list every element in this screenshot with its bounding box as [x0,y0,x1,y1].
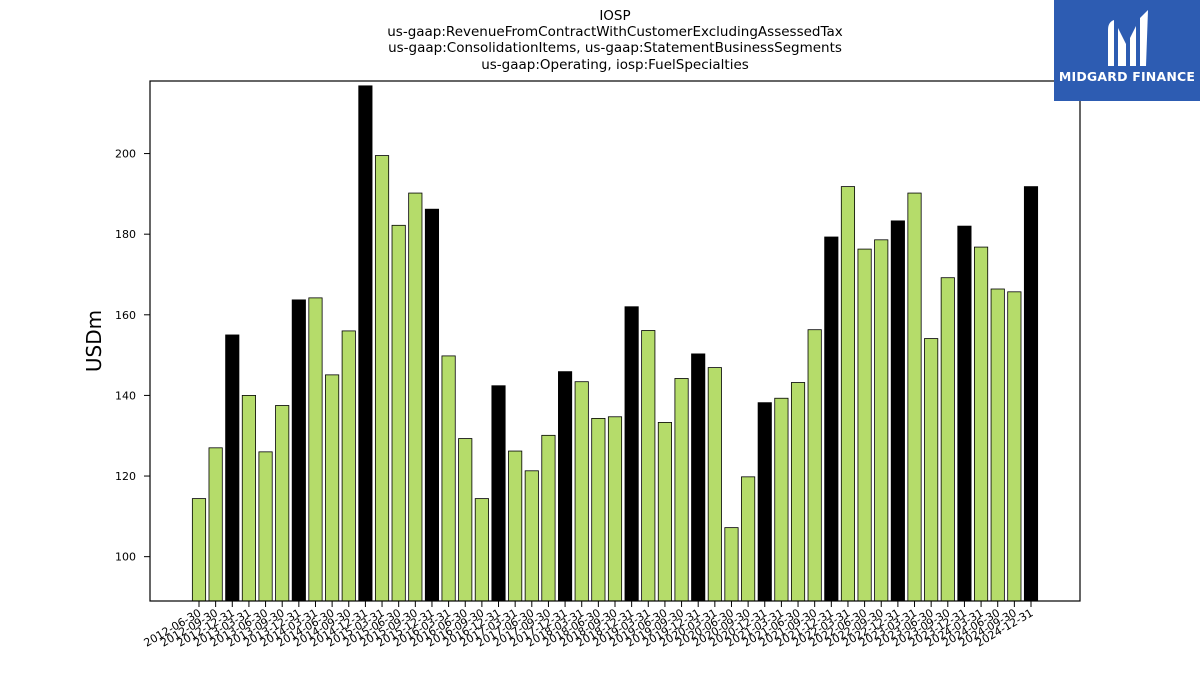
chart-title-line-1: IOSP [599,8,630,24]
bar-2016-06-30 [458,438,473,602]
bar-2022-03-31 [840,186,856,602]
plot-frame [149,80,1081,602]
bar-2019-09-30 [674,378,689,602]
bar-2019-06-30 [657,422,672,602]
bar-2013-06-30 [258,451,273,602]
bar-2017-06-30 [524,470,539,602]
bar-2012-09-30 [208,447,223,602]
y-tick-label-140: 140 [115,389,136,402]
bar-2015-06-30 [391,224,406,602]
chart-title-line-3: us-gaap:ConsolidationItems, us-gaap:Stat… [388,40,842,56]
bar-2017-03-31 [508,450,523,602]
chart-title-line-2: us-gaap:RevenueFromContractWithCustomerE… [387,24,843,40]
bar-2018-09-30 [607,416,623,602]
bar-2021-03-31 [774,397,789,602]
bar-2016-03-31 [441,355,456,602]
y-tick-label-100: 100 [115,551,136,564]
bar-2013-09-30 [275,405,290,602]
bar-2020-12-31 [757,402,772,602]
bar-2022-09-30 [874,239,889,602]
bar-2020-06-30 [724,527,739,602]
bar-2019-12-31 [691,353,706,602]
bar-2015-03-31 [374,155,390,602]
chart-title-line-4: us-gaap:Operating, iosp:FuelSpecialties [481,57,749,73]
y-tick-label-180: 180 [115,228,136,241]
bar-2014-09-30 [341,330,356,602]
y-axis-ticks: 100 120 140 160 180 200 [115,148,150,564]
bar-2016-09-30 [474,498,489,602]
logo-text: MIDGARD FINANCE [1058,69,1196,84]
y-axis-label: USDm [82,310,106,372]
bar-2013-03-31 [241,395,256,602]
midgard-finance-logo: MIDGARD FINANCE [1054,0,1200,101]
y-tick-label-120: 120 [115,470,136,483]
bar-2022-12-31 [890,220,905,602]
bar-2023-12-31 [957,225,972,602]
bar-2014-12-31 [358,85,373,602]
bar-2024-09-30 [1007,291,1022,602]
bar-2023-06-30 [924,338,939,602]
bar-2017-12-31 [558,371,573,602]
bar-2013-12-31 [291,299,306,602]
bar-series [191,85,1039,602]
bar-2014-03-31 [308,297,323,602]
y-tick-label-160: 160 [115,309,136,322]
bar-2018-06-30 [591,417,606,602]
bar-2024-06-30 [990,288,1005,602]
bar-2012-12-31 [225,334,240,602]
bar-2021-09-30 [807,329,822,602]
bar-2022-06-30 [857,248,872,602]
bar-2015-12-31 [424,208,440,602]
x-axis-ticks: 2012-06-302012-09-302012-12-312013-03-31… [142,601,1036,650]
bar-2023-03-31 [907,192,922,602]
y-tick-label-200: 200 [115,148,136,161]
bar-2015-09-30 [408,192,423,602]
bar-2020-03-31 [707,367,722,602]
chart-title: IOSP us-gaap:RevenueFromContractWithCust… [387,8,843,73]
bar-2018-12-31 [624,306,639,602]
bar-2019-03-31 [641,330,656,602]
bar-2016-12-31 [491,385,506,602]
bar-2024-12-31 [1023,186,1039,602]
bar-2020-09-30 [741,476,756,602]
bar-2024-03-31 [974,246,989,602]
bar-2012-06-30 [191,498,207,602]
bar-2018-03-31 [574,381,589,602]
bar-2014-06-30 [325,374,340,602]
bar-2023-09-30 [940,277,955,602]
bar-2021-06-30 [790,382,806,602]
midgard-logo-icon [1108,10,1148,66]
bar-2017-09-30 [541,434,556,602]
bar-2021-12-31 [824,236,839,602]
